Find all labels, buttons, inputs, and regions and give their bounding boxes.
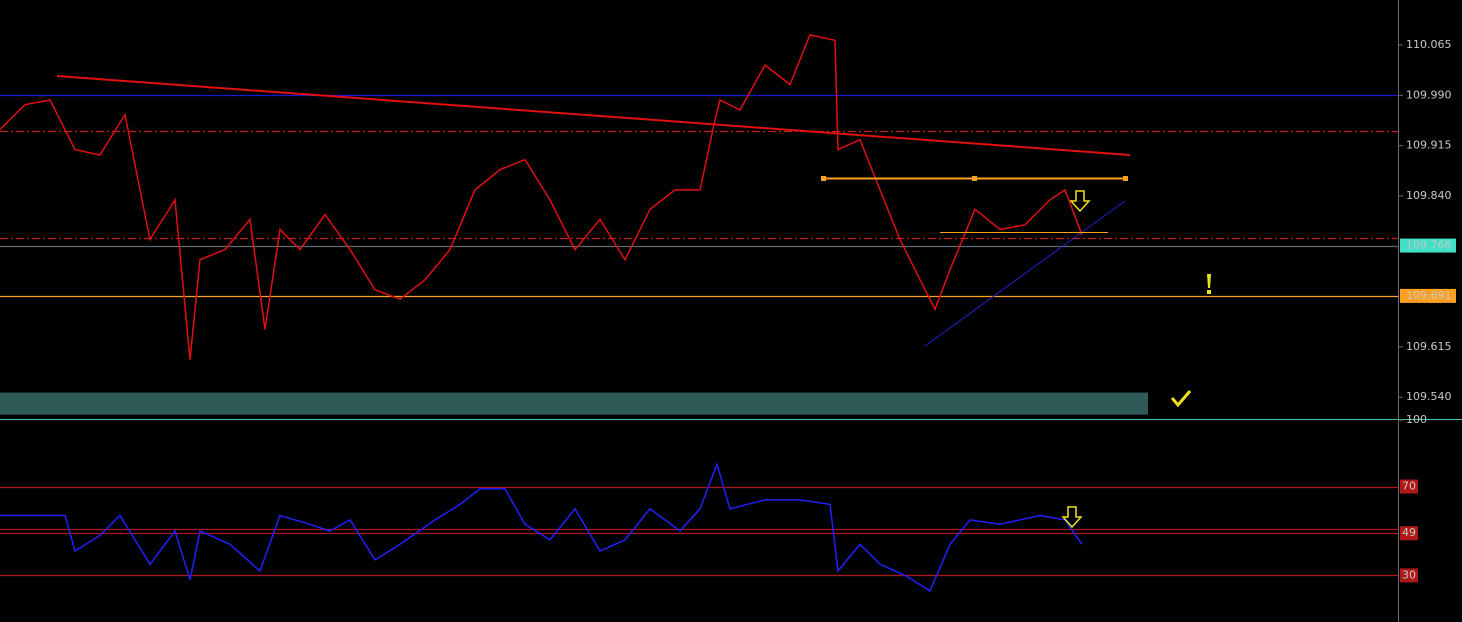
level-label: 70 (1402, 480, 1416, 493)
level-label-box (1400, 479, 1418, 494)
handle (1123, 176, 1128, 181)
trend-line (924, 200, 1126, 347)
data-line (0, 462, 1083, 592)
y-tick-label: 109.990 (1406, 88, 1452, 101)
price-label: 109.766 (1406, 239, 1452, 252)
price-label-box (1400, 238, 1456, 253)
y-tick-label: 100 (1406, 413, 1427, 426)
check-icon (1170, 390, 1192, 408)
data-line (0, 34, 1083, 360)
trend-line (56, 75, 1131, 156)
rsi-panel: 100 70 49 30 (0, 413, 1427, 592)
price-label: 109.691 (1406, 289, 1452, 302)
drawings (56, 75, 1211, 529)
handle (821, 176, 826, 181)
level-label: 30 (1402, 568, 1416, 581)
down-arrow (1069, 190, 1091, 213)
price-panel: 110.065 109.990 109.915 109.840 109.615 109.5… (0, 34, 1456, 415)
level-label-box (1400, 568, 1418, 583)
y-tick-label: 110.065 (1406, 38, 1452, 51)
y-tick-label: 109.540 (1406, 390, 1452, 403)
y-tick-label: 109.840 (1406, 189, 1452, 202)
y-tick-label: 109.615 (1406, 340, 1452, 353)
alert-icon (1207, 274, 1211, 294)
price-label-box (1400, 288, 1456, 303)
zone-band (0, 392, 1148, 415)
handle (972, 176, 977, 181)
level-label: 49 (1402, 526, 1416, 539)
y-tick-label: 109.915 (1406, 139, 1452, 152)
level-label-box (1400, 526, 1418, 541)
down-arrow (1061, 506, 1083, 529)
